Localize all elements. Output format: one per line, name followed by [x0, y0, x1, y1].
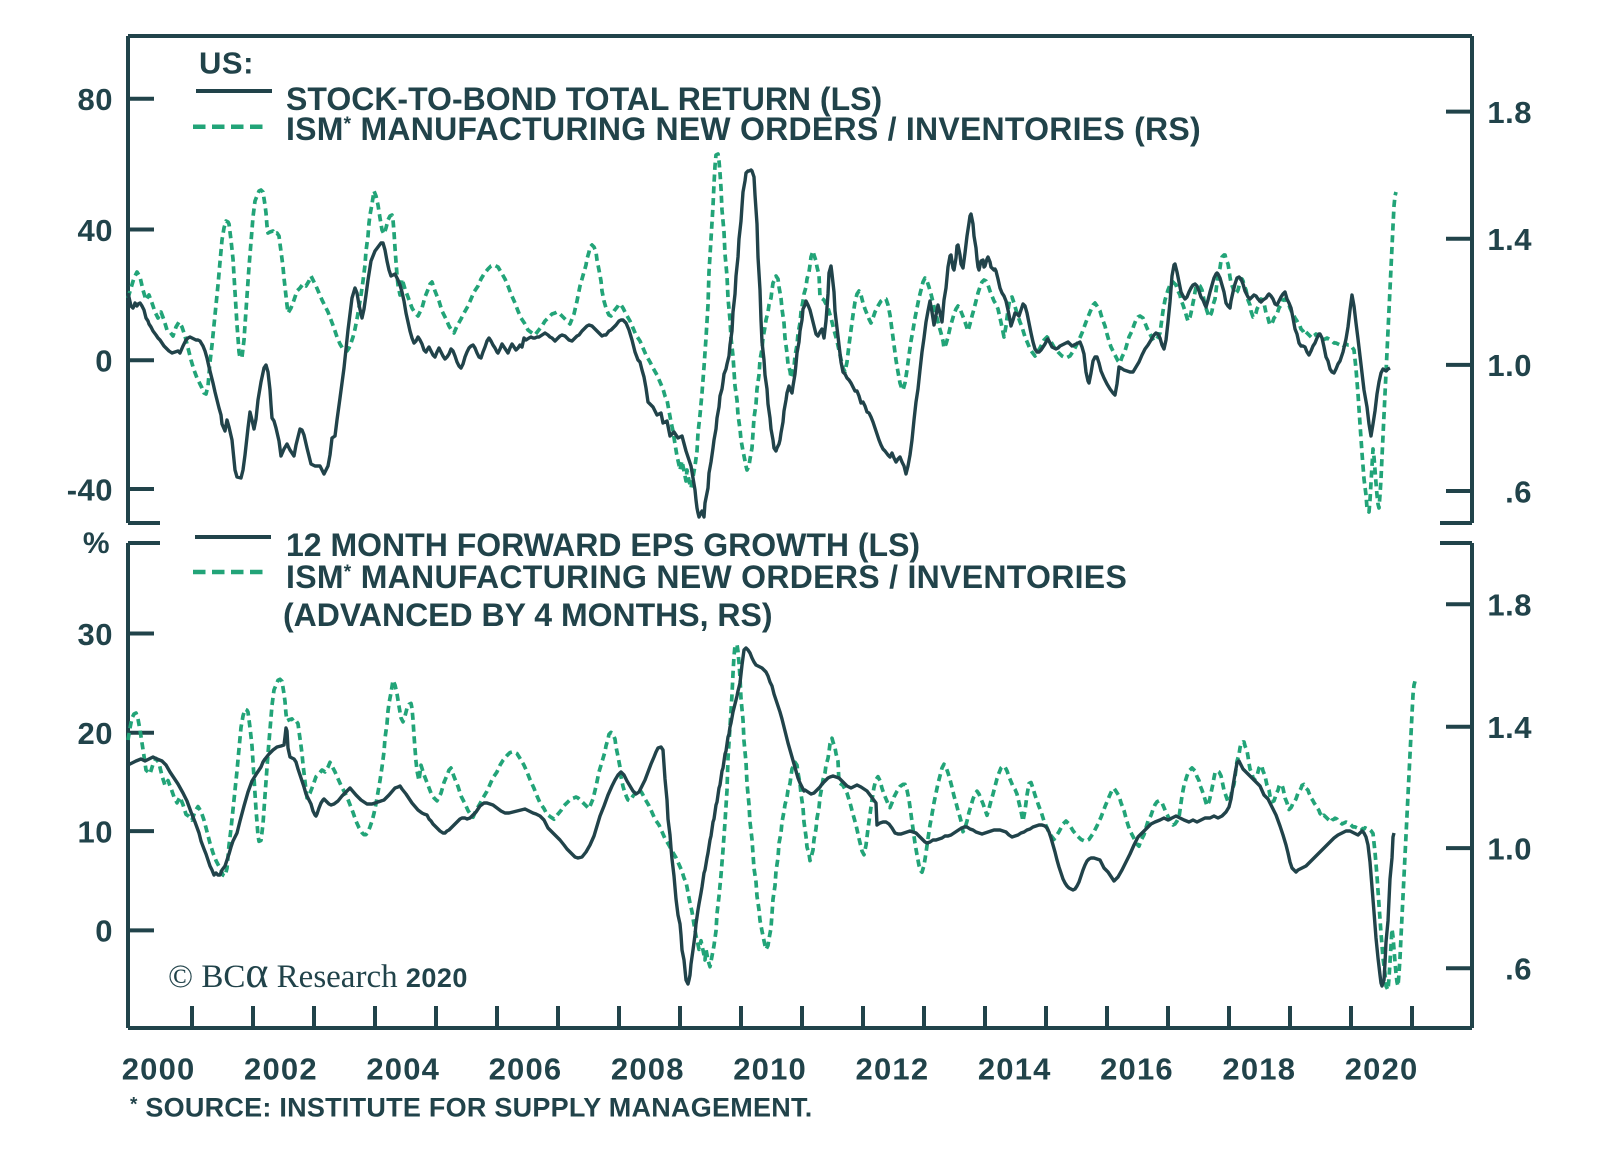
svg-text:12 MONTH FORWARD EPS GROWTH (L: 12 MONTH FORWARD EPS GROWTH (LS) — [286, 527, 920, 563]
svg-text:20: 20 — [78, 716, 113, 751]
svg-text:0: 0 — [95, 914, 113, 949]
svg-text:ISM* MANUFACTURING NEW ORDERS: ISM* MANUFACTURING NEW ORDERS / INVENTOR… — [286, 111, 1201, 147]
svg-text:2020: 2020 — [1345, 1052, 1419, 1087]
svg-text:STOCK-TO-BOND TOTAL RETURN (LS: STOCK-TO-BOND TOTAL RETURN (LS) — [286, 81, 882, 117]
svg-text:40: 40 — [78, 213, 113, 248]
svg-text:* SOURCE: INSTITUTE FOR SUPPLY: * SOURCE: INSTITUTE FOR SUPPLY MANAGEMEN… — [130, 1093, 812, 1123]
svg-text:1.4: 1.4 — [1487, 710, 1532, 745]
svg-text:0: 0 — [95, 344, 113, 379]
svg-text:-40: -40 — [67, 472, 113, 507]
svg-text:1.8: 1.8 — [1487, 588, 1532, 623]
svg-text:2014: 2014 — [978, 1052, 1052, 1087]
svg-text:2002: 2002 — [244, 1052, 318, 1087]
svg-text:10: 10 — [78, 814, 113, 849]
svg-text:2000: 2000 — [122, 1052, 196, 1087]
svg-text:.6: .6 — [1505, 952, 1532, 987]
svg-text:2012: 2012 — [856, 1052, 930, 1087]
svg-text:1.0: 1.0 — [1487, 348, 1532, 383]
svg-text:2008: 2008 — [611, 1052, 685, 1087]
svg-text:1.8: 1.8 — [1487, 95, 1532, 130]
svg-text:80: 80 — [78, 82, 113, 117]
svg-text:(ADVANCED BY 4 MONTHS, RS): (ADVANCED BY 4 MONTHS, RS) — [283, 597, 773, 633]
svg-text:ISM* MANUFACTURING NEW ORDERS: ISM* MANUFACTURING NEW ORDERS / INVENTOR… — [286, 559, 1127, 595]
svg-text:30: 30 — [78, 617, 113, 652]
svg-text:2006: 2006 — [489, 1052, 563, 1087]
svg-text:.6: .6 — [1505, 474, 1532, 509]
svg-text:2018: 2018 — [1222, 1052, 1296, 1087]
svg-text:1.0: 1.0 — [1487, 831, 1532, 866]
svg-text:2004: 2004 — [366, 1052, 440, 1087]
svg-text:1.4: 1.4 — [1487, 222, 1532, 257]
svg-text:US:: US: — [199, 46, 254, 81]
svg-text:%: % — [83, 527, 110, 560]
svg-text:2010: 2010 — [733, 1052, 807, 1087]
svg-text:2016: 2016 — [1100, 1052, 1174, 1087]
